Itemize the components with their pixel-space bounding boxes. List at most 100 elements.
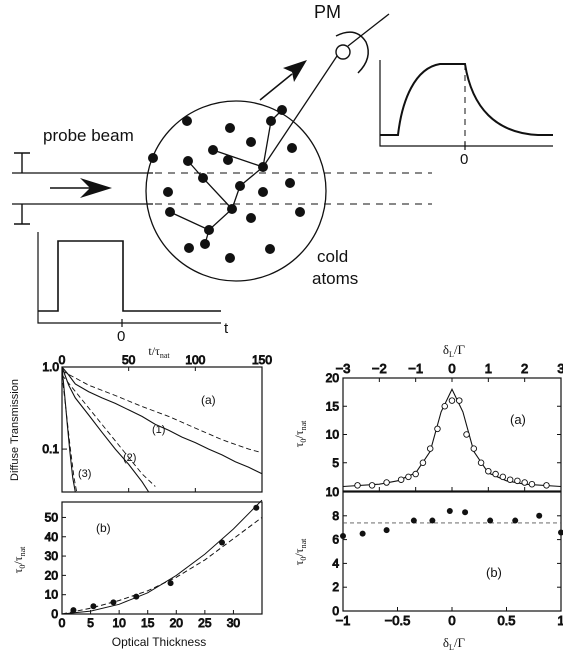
- chart-left-top-xlabel: t/τnat: [148, 344, 170, 360]
- fit-curve: [61, 499, 263, 615]
- data-point: [485, 467, 492, 475]
- x-tick-label: 30: [227, 616, 241, 630]
- data-point: [383, 479, 390, 486]
- x-tick-label: 0: [448, 361, 455, 376]
- chart-left-top-panel-label: (a): [201, 393, 216, 407]
- atom: [258, 162, 268, 172]
- data-point: [253, 504, 260, 511]
- schematic: [12, 13, 553, 327]
- atom: [204, 225, 214, 235]
- atom: [266, 116, 276, 126]
- chart-right-top-ticks: −3 −2 −1 0 1 2 3 5 10 15 20: [325, 361, 563, 492]
- x-tick-label: 0: [59, 353, 66, 367]
- data-point: [441, 403, 448, 410]
- data-point: [426, 445, 434, 452]
- chart-right-top-frame: [342, 377, 562, 492]
- y-tick-label: 2: [332, 580, 339, 594]
- atom-cloud: [145, 100, 327, 282]
- data-point: [446, 508, 453, 515]
- data-point: [90, 603, 97, 610]
- y-tick-label: 15: [326, 399, 340, 413]
- data-point: [368, 482, 376, 489]
- data-point: [167, 580, 174, 587]
- data-point: [499, 473, 507, 481]
- data-point: [528, 480, 536, 488]
- y-tick-label: 30: [45, 549, 59, 563]
- chart-right-top-series: [342, 388, 562, 489]
- chart-left-bottom-xlabel: Optical Thickness: [112, 635, 206, 649]
- atom: [235, 181, 245, 191]
- atom: [287, 143, 297, 153]
- chart-left-top-frame: [61, 366, 263, 493]
- data-point: [359, 530, 366, 537]
- atom: [208, 145, 218, 155]
- series-line: [61, 374, 78, 493]
- data-point: [448, 397, 456, 404]
- atom: [163, 187, 173, 197]
- chart-right-bottom-series: [340, 508, 563, 540]
- y-tick-label: 40: [45, 530, 59, 544]
- chart-left-top-ylabel: Diffuse Transmission: [9, 379, 21, 481]
- atom: [183, 156, 193, 166]
- output-arrow-shaft: [259, 73, 293, 101]
- data-point: [354, 482, 361, 489]
- data-point: [410, 517, 417, 524]
- x-tick-label: 50: [122, 353, 136, 367]
- scatter-path-1: [169, 160, 233, 231]
- y-tick-label: 5: [332, 456, 339, 470]
- data-point: [463, 431, 470, 438]
- x-tick-label: −2: [372, 361, 387, 376]
- y-tick-label: 10: [45, 588, 59, 602]
- photomultiplier-icon: [335, 44, 351, 60]
- data-point: [521, 479, 528, 486]
- chart-right-top: −3 −2 −1 0 1 2 3 5 10 15 20 δL/Γ τ0/τnat (a): [292, 342, 563, 492]
- y-tick-label: 1.0: [42, 360, 59, 374]
- curve-label-2: (2): [123, 452, 136, 464]
- chart-right-bottom-ylabel: τ0/τnat: [292, 538, 308, 566]
- x-tick-label: −1: [336, 613, 351, 628]
- atom: [258, 187, 268, 197]
- data-point: [412, 470, 419, 478]
- x-tick-label: −1: [408, 361, 423, 376]
- fit-curve: [342, 388, 562, 488]
- detected-signal: [380, 63, 553, 136]
- data-point: [487, 517, 494, 524]
- data-point: [512, 517, 519, 524]
- incident-zero-label: 0: [117, 328, 125, 345]
- output-arrow-head: [283, 60, 307, 82]
- x-tick-label: 3: [557, 361, 563, 376]
- data-point: [110, 599, 117, 606]
- atom: [165, 207, 175, 217]
- x-tick-label: 0.5: [497, 613, 515, 628]
- detected-zero-label: 0: [460, 151, 468, 168]
- data-point: [477, 459, 485, 467]
- series-line: [61, 370, 263, 454]
- atom: [225, 123, 235, 133]
- incident-axes: [37, 232, 221, 324]
- x-tick-label: 100: [185, 353, 205, 367]
- x-tick-label: 0: [59, 616, 66, 630]
- series-line: [61, 366, 76, 493]
- data-point: [419, 459, 427, 467]
- x-tick-label: 15: [141, 616, 155, 630]
- atom: [148, 153, 158, 163]
- y-tick-label: 20: [45, 568, 59, 582]
- chart-left-bottom-panel-label: (b): [96, 521, 111, 535]
- data-point: [558, 529, 563, 536]
- x-tick-label: 1: [485, 361, 492, 376]
- x-tick-label: 10: [112, 616, 126, 630]
- incident-pulse: [38, 240, 221, 312]
- y-tick-label: 50: [45, 510, 59, 524]
- x-tick-label: 150: [252, 353, 272, 367]
- atom: [277, 105, 287, 115]
- y-tick-label: 0: [51, 607, 58, 621]
- curve-label-3: (3): [78, 468, 91, 480]
- data-point: [514, 477, 521, 485]
- chart-left-bottom-ylabel: τ0/τnat: [11, 546, 27, 574]
- x-tick-label: −3: [336, 361, 351, 376]
- probe-beam-label: probe beam: [43, 126, 134, 145]
- photomultiplier-shield: [335, 31, 369, 74]
